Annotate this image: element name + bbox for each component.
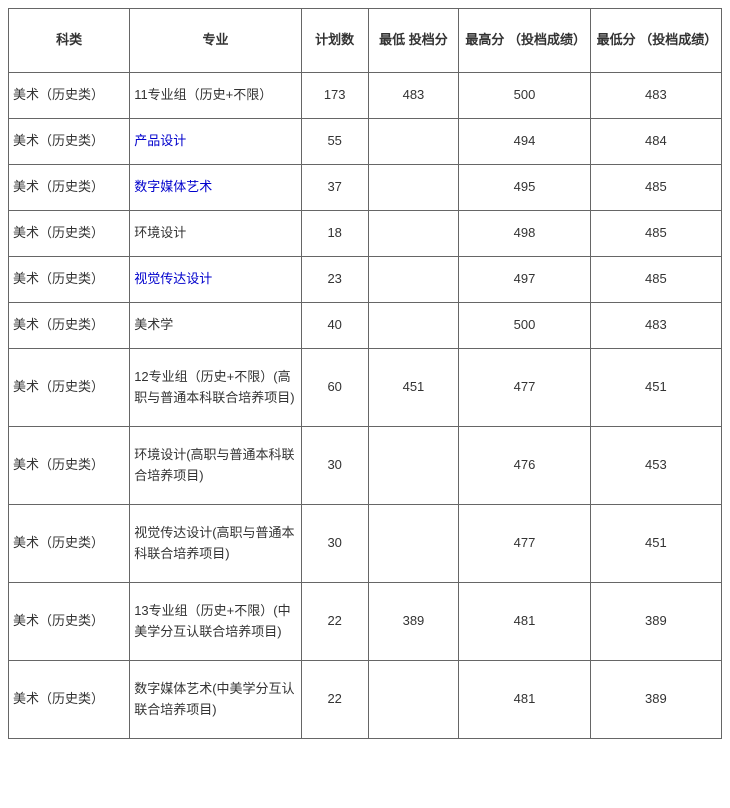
cell-major: 环境设计(高职与普通本科联合培养项目) — [130, 427, 302, 505]
cell-max-score: 481 — [459, 661, 590, 739]
table-row: 美术（历史类）环境设计(高职与普通本科联合培养项目)30 476453 — [9, 427, 722, 505]
cell-max-score: 500 — [459, 303, 590, 349]
table-row: 美术（历史类）12专业组（历史+不限）(高职与普通本科联合培养项目)604514… — [9, 349, 722, 427]
col-header-min-toudang: 最低 投档分 — [368, 9, 459, 73]
cell-plan: 37 — [301, 165, 368, 211]
cell-plan: 22 — [301, 583, 368, 661]
cell-major[interactable]: 视觉传达设计 — [130, 257, 302, 303]
cell-min-score: 451 — [590, 505, 721, 583]
cell-major[interactable]: 产品设计 — [130, 119, 302, 165]
cell-max-score: 481 — [459, 583, 590, 661]
cell-category: 美术（历史类） — [9, 427, 130, 505]
cell-plan: 55 — [301, 119, 368, 165]
cell-min-toudang — [368, 211, 459, 257]
cell-plan: 22 — [301, 661, 368, 739]
cell-min-toudang: 389 — [368, 583, 459, 661]
cell-category: 美术（历史类） — [9, 119, 130, 165]
cell-plan: 30 — [301, 427, 368, 505]
cell-min-score: 483 — [590, 73, 721, 119]
cell-min-toudang: 451 — [368, 349, 459, 427]
cell-min-toudang — [368, 505, 459, 583]
col-header-major: 专业 — [130, 9, 302, 73]
table-row: 美术（历史类） 视觉传达设计 23 497485 — [9, 257, 722, 303]
cell-major-link[interactable]: 产品设计 — [134, 133, 186, 148]
cell-category: 美术（历史类） — [9, 661, 130, 739]
cell-category: 美术（历史类） — [9, 211, 130, 257]
cell-min-toudang — [368, 257, 459, 303]
cell-min-score: 485 — [590, 211, 721, 257]
table-row: 美术（历史类）数字媒体艺术(中美学分互认联合培养项目)22 481389 — [9, 661, 722, 739]
cell-min-toudang — [368, 165, 459, 211]
cell-major: 11专业组（历史+不限） — [130, 73, 302, 119]
cell-plan: 173 — [301, 73, 368, 119]
cell-major: 美术学 — [130, 303, 302, 349]
cell-major: 12专业组（历史+不限）(高职与普通本科联合培养项目) — [130, 349, 302, 427]
cell-plan: 60 — [301, 349, 368, 427]
cell-min-score: 483 — [590, 303, 721, 349]
table-row: 美术（历史类） 数字媒体艺术 37 495485 — [9, 165, 722, 211]
table-row: 美术（历史类）美术学40 500483 — [9, 303, 722, 349]
cell-category: 美术（历史类） — [9, 73, 130, 119]
cell-min-score: 484 — [590, 119, 721, 165]
cell-min-toudang — [368, 119, 459, 165]
cell-major-link[interactable]: 数字媒体艺术 — [134, 179, 212, 194]
cell-category: 美术（历史类） — [9, 165, 130, 211]
cell-min-score: 453 — [590, 427, 721, 505]
cell-max-score: 498 — [459, 211, 590, 257]
cell-major[interactable]: 数字媒体艺术 — [130, 165, 302, 211]
cell-max-score: 500 — [459, 73, 590, 119]
cell-major: 13专业组（历史+不限）(中美学分互认联合培养项目) — [130, 583, 302, 661]
col-header-max-score: 最高分 （投档成绩） — [459, 9, 590, 73]
table-row: 美术（历史类）环境设计18 498485 — [9, 211, 722, 257]
cell-min-toudang — [368, 661, 459, 739]
table-row: 美术（历史类） 产品设计 55 494484 — [9, 119, 722, 165]
cell-max-score: 494 — [459, 119, 590, 165]
cell-plan: 18 — [301, 211, 368, 257]
cell-min-score: 389 — [590, 661, 721, 739]
cell-category: 美术（历史类） — [9, 257, 130, 303]
cell-major-link[interactable]: 视觉传达设计 — [134, 271, 212, 286]
cell-max-score: 477 — [459, 505, 590, 583]
cell-min-score: 485 — [590, 165, 721, 211]
cell-min-score: 451 — [590, 349, 721, 427]
cell-min-toudang — [368, 303, 459, 349]
col-header-plan: 计划数 — [301, 9, 368, 73]
cell-max-score: 497 — [459, 257, 590, 303]
cell-max-score: 477 — [459, 349, 590, 427]
table-row: 美术（历史类）11专业组（历史+不限）173483500483 — [9, 73, 722, 119]
cell-major: 视觉传达设计(高职与普通本科联合培养项目) — [130, 505, 302, 583]
table-row: 美术（历史类）视觉传达设计(高职与普通本科联合培养项目)30 477451 — [9, 505, 722, 583]
cell-min-score: 485 — [590, 257, 721, 303]
cell-category: 美术（历史类） — [9, 349, 130, 427]
cell-category: 美术（历史类） — [9, 303, 130, 349]
cell-plan: 23 — [301, 257, 368, 303]
col-header-category: 科类 — [9, 9, 130, 73]
header-row: 科类 专业 计划数 最低 投档分 最高分 （投档成绩） 最低分 （投档成绩） — [9, 9, 722, 73]
cell-max-score: 476 — [459, 427, 590, 505]
table-head: 科类 专业 计划数 最低 投档分 最高分 （投档成绩） 最低分 （投档成绩） — [9, 9, 722, 73]
cell-major: 环境设计 — [130, 211, 302, 257]
cell-max-score: 495 — [459, 165, 590, 211]
score-table: 科类 专业 计划数 最低 投档分 最高分 （投档成绩） 最低分 （投档成绩） 美… — [8, 8, 722, 739]
cell-min-toudang: 483 — [368, 73, 459, 119]
cell-category: 美术（历史类） — [9, 583, 130, 661]
cell-min-score: 389 — [590, 583, 721, 661]
cell-min-toudang — [368, 427, 459, 505]
col-header-min-score: 最低分 （投档成绩） — [590, 9, 721, 73]
cell-plan: 40 — [301, 303, 368, 349]
table-body: 美术（历史类）11专业组（历史+不限）173483500483美术（历史类）产品… — [9, 73, 722, 739]
cell-major: 数字媒体艺术(中美学分互认联合培养项目) — [130, 661, 302, 739]
table-row: 美术（历史类）13专业组（历史+不限）(中美学分互认联合培养项目)2238948… — [9, 583, 722, 661]
cell-category: 美术（历史类） — [9, 505, 130, 583]
cell-plan: 30 — [301, 505, 368, 583]
